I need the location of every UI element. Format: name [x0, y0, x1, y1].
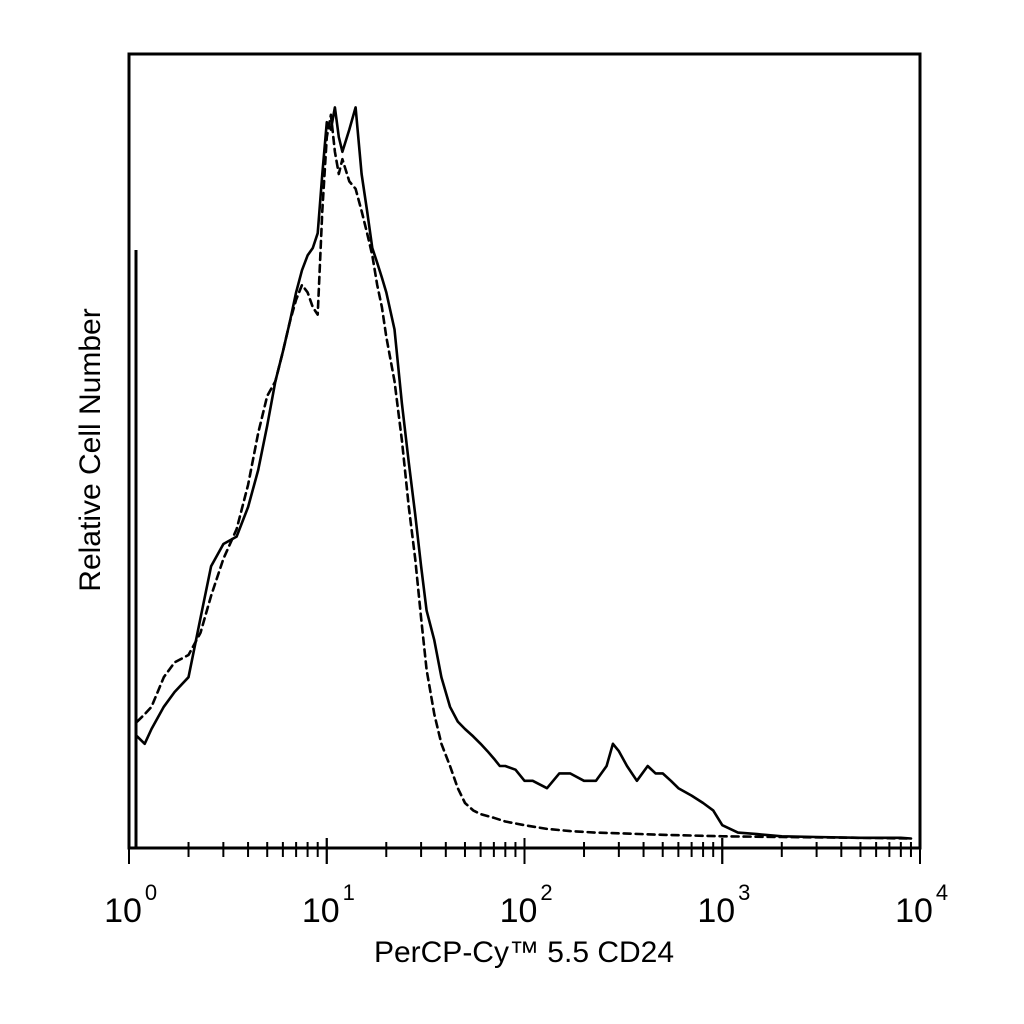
series-group: [135, 106, 913, 840]
x-tick-label-base: 10: [302, 892, 340, 930]
x-tick-label: 10 1: [302, 880, 355, 930]
x-tick-label-base: 10: [500, 892, 538, 930]
x-tick-label: 10 0: [104, 880, 157, 930]
y-axis-title: Relative Cell Number: [74, 308, 107, 591]
x-axis-tick-labels: 10 0 10 1 10 2 10 3 10 4: [104, 880, 948, 930]
x-tick-label-exponent: 4: [936, 880, 948, 905]
x-tick-label-base: 10: [697, 892, 735, 930]
x-tick-label: 10 3: [697, 880, 750, 930]
series-line-solid: [135, 106, 913, 840]
x-tick-label-exponent: 3: [738, 880, 750, 905]
x-tick-label: 10 2: [500, 880, 553, 930]
series-line-dashed: [135, 113, 913, 840]
x-tick-label-base: 10: [104, 892, 142, 930]
x-axis-ticks: [128, 838, 921, 864]
x-tick-label-exponent: 2: [540, 880, 552, 905]
x-axis-title: PerCP-Cy™ 5.5 CD24: [374, 936, 674, 969]
plot-frame: [127, 52, 922, 850]
x-tick-label-base: 10: [895, 892, 933, 930]
x-tick-label: 10 4: [895, 880, 948, 930]
x-tick-label-exponent: 1: [343, 880, 355, 905]
x-tick-label-exponent: 0: [145, 880, 157, 905]
